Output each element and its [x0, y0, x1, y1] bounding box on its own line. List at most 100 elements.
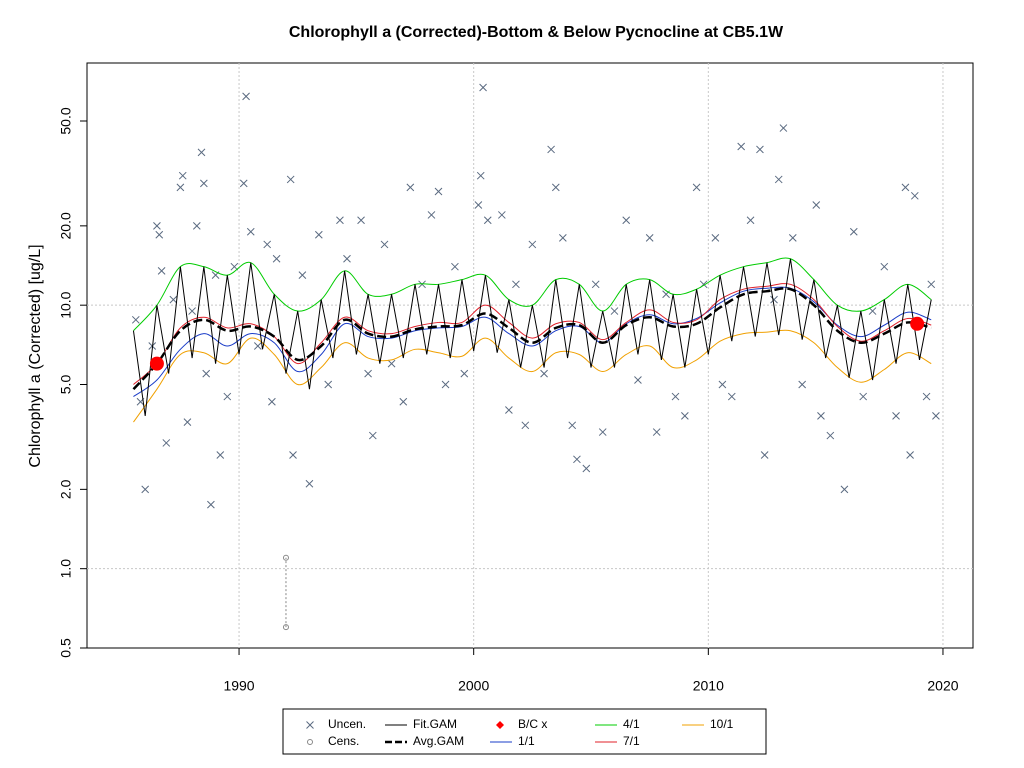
uncensored-point	[176, 183, 185, 192]
cross-stroke	[451, 262, 459, 271]
cross-stroke	[910, 191, 919, 200]
x-tick-label: 1990	[223, 678, 254, 694]
series-line	[133, 329, 932, 423]
uncensored-point	[474, 201, 483, 209]
cross-stroke	[591, 280, 600, 289]
uncensored-point	[547, 145, 555, 154]
uncensored-point	[314, 230, 323, 239]
cross-stroke	[427, 211, 436, 219]
cross-stroke	[497, 211, 506, 219]
cross-stroke	[324, 380, 333, 389]
uncensored-point	[774, 175, 783, 184]
cross-stroke	[298, 271, 307, 280]
uncensored-point	[460, 369, 469, 378]
cross-stroke	[153, 222, 161, 230]
legend-circle	[307, 739, 313, 745]
y-tick-label: 20.0	[58, 212, 74, 239]
uncensored-point	[178, 171, 187, 180]
uncensored-point	[540, 369, 548, 378]
uncensored-point	[199, 179, 208, 188]
uncensored-point	[610, 307, 619, 315]
cross-stroke	[788, 234, 797, 242]
cross-stroke	[558, 234, 567, 242]
uncensored-point	[770, 295, 778, 304]
cross-stroke	[406, 183, 415, 192]
legend-symbol	[496, 721, 504, 729]
legend-label: Avg.GAM	[413, 734, 464, 748]
cross-stroke	[263, 240, 272, 249]
uncensored-point	[451, 262, 459, 271]
cross-stroke	[418, 280, 426, 289]
legend-label: Uncen.	[328, 717, 366, 731]
cross-stroke	[573, 455, 581, 464]
cross-stroke	[756, 145, 764, 154]
cross-stroke	[727, 392, 736, 401]
cross-stroke	[779, 124, 788, 132]
uncensored-point	[798, 380, 807, 389]
cross-stroke	[760, 451, 769, 459]
cross-stroke	[892, 412, 900, 420]
uncensored-point	[652, 428, 661, 436]
uncensored-point	[922, 392, 931, 401]
uncensored-point	[551, 183, 560, 192]
legend-label: 7/1	[623, 734, 640, 748]
cross-stroke	[476, 171, 485, 180]
cross-stroke	[223, 392, 232, 401]
y-axis-label: Chlorophyll a (Corrected) [ug/L]	[27, 244, 44, 467]
cross-stroke	[483, 216, 492, 225]
uncensored-point	[207, 500, 215, 509]
cross-stroke	[176, 183, 185, 192]
cross-stroke	[272, 254, 281, 263]
cross-stroke	[178, 171, 187, 180]
cross-stroke	[306, 721, 314, 729]
cross-stroke	[645, 234, 654, 242]
series-line	[133, 286, 932, 397]
uncensored-point	[380, 240, 389, 249]
y-tick-label: 10.0	[58, 291, 74, 318]
uncensored-point	[880, 262, 889, 271]
cross-stroke	[242, 92, 250, 101]
uncensored-point	[932, 412, 940, 420]
uncensored-point	[368, 431, 377, 440]
cross-stroke	[652, 428, 661, 436]
uncensored-point	[671, 392, 680, 401]
y-tick-label: 0.5	[58, 638, 74, 658]
uncensored-point	[239, 179, 248, 188]
cross-stroke	[718, 380, 727, 389]
uncensored-point	[737, 142, 746, 151]
uncensored-point	[242, 92, 250, 101]
uncensored-point	[512, 280, 520, 289]
uncensored-point	[910, 191, 919, 200]
uncensored-point	[479, 83, 487, 92]
series-line	[132, 258, 932, 416]
cross-stroke	[268, 397, 276, 406]
chart-title: Chlorophyll a (Corrected)-Bottom & Below…	[289, 24, 784, 41]
uncensored-point	[192, 222, 201, 230]
uncensored-point	[427, 211, 436, 219]
cross-stroke	[540, 369, 548, 378]
uncensored-point	[183, 418, 192, 426]
cross-stroke	[314, 230, 323, 239]
cross-stroke	[162, 439, 171, 447]
legend	[282, 708, 767, 755]
uncensored-point	[760, 451, 769, 459]
cross-stroke	[521, 421, 530, 430]
y-tick-label: 5.0	[58, 375, 74, 395]
legend-label: B/C x	[518, 717, 547, 731]
cross-stroke	[547, 145, 555, 154]
cross-stroke	[817, 412, 825, 420]
uncensored-point	[558, 234, 567, 242]
uncensored-point	[817, 412, 825, 420]
cross-stroke	[826, 431, 835, 440]
cross-stroke	[253, 342, 262, 350]
uncensored-point	[528, 240, 537, 249]
cross-stroke	[692, 183, 701, 192]
uncensored-point	[188, 307, 196, 315]
uncensored-point	[298, 271, 307, 280]
uncensored-point	[859, 392, 868, 401]
censored-end	[282, 624, 289, 631]
series-line	[132, 287, 932, 391]
cross-stroke	[859, 392, 868, 401]
cross-stroke	[199, 179, 208, 188]
